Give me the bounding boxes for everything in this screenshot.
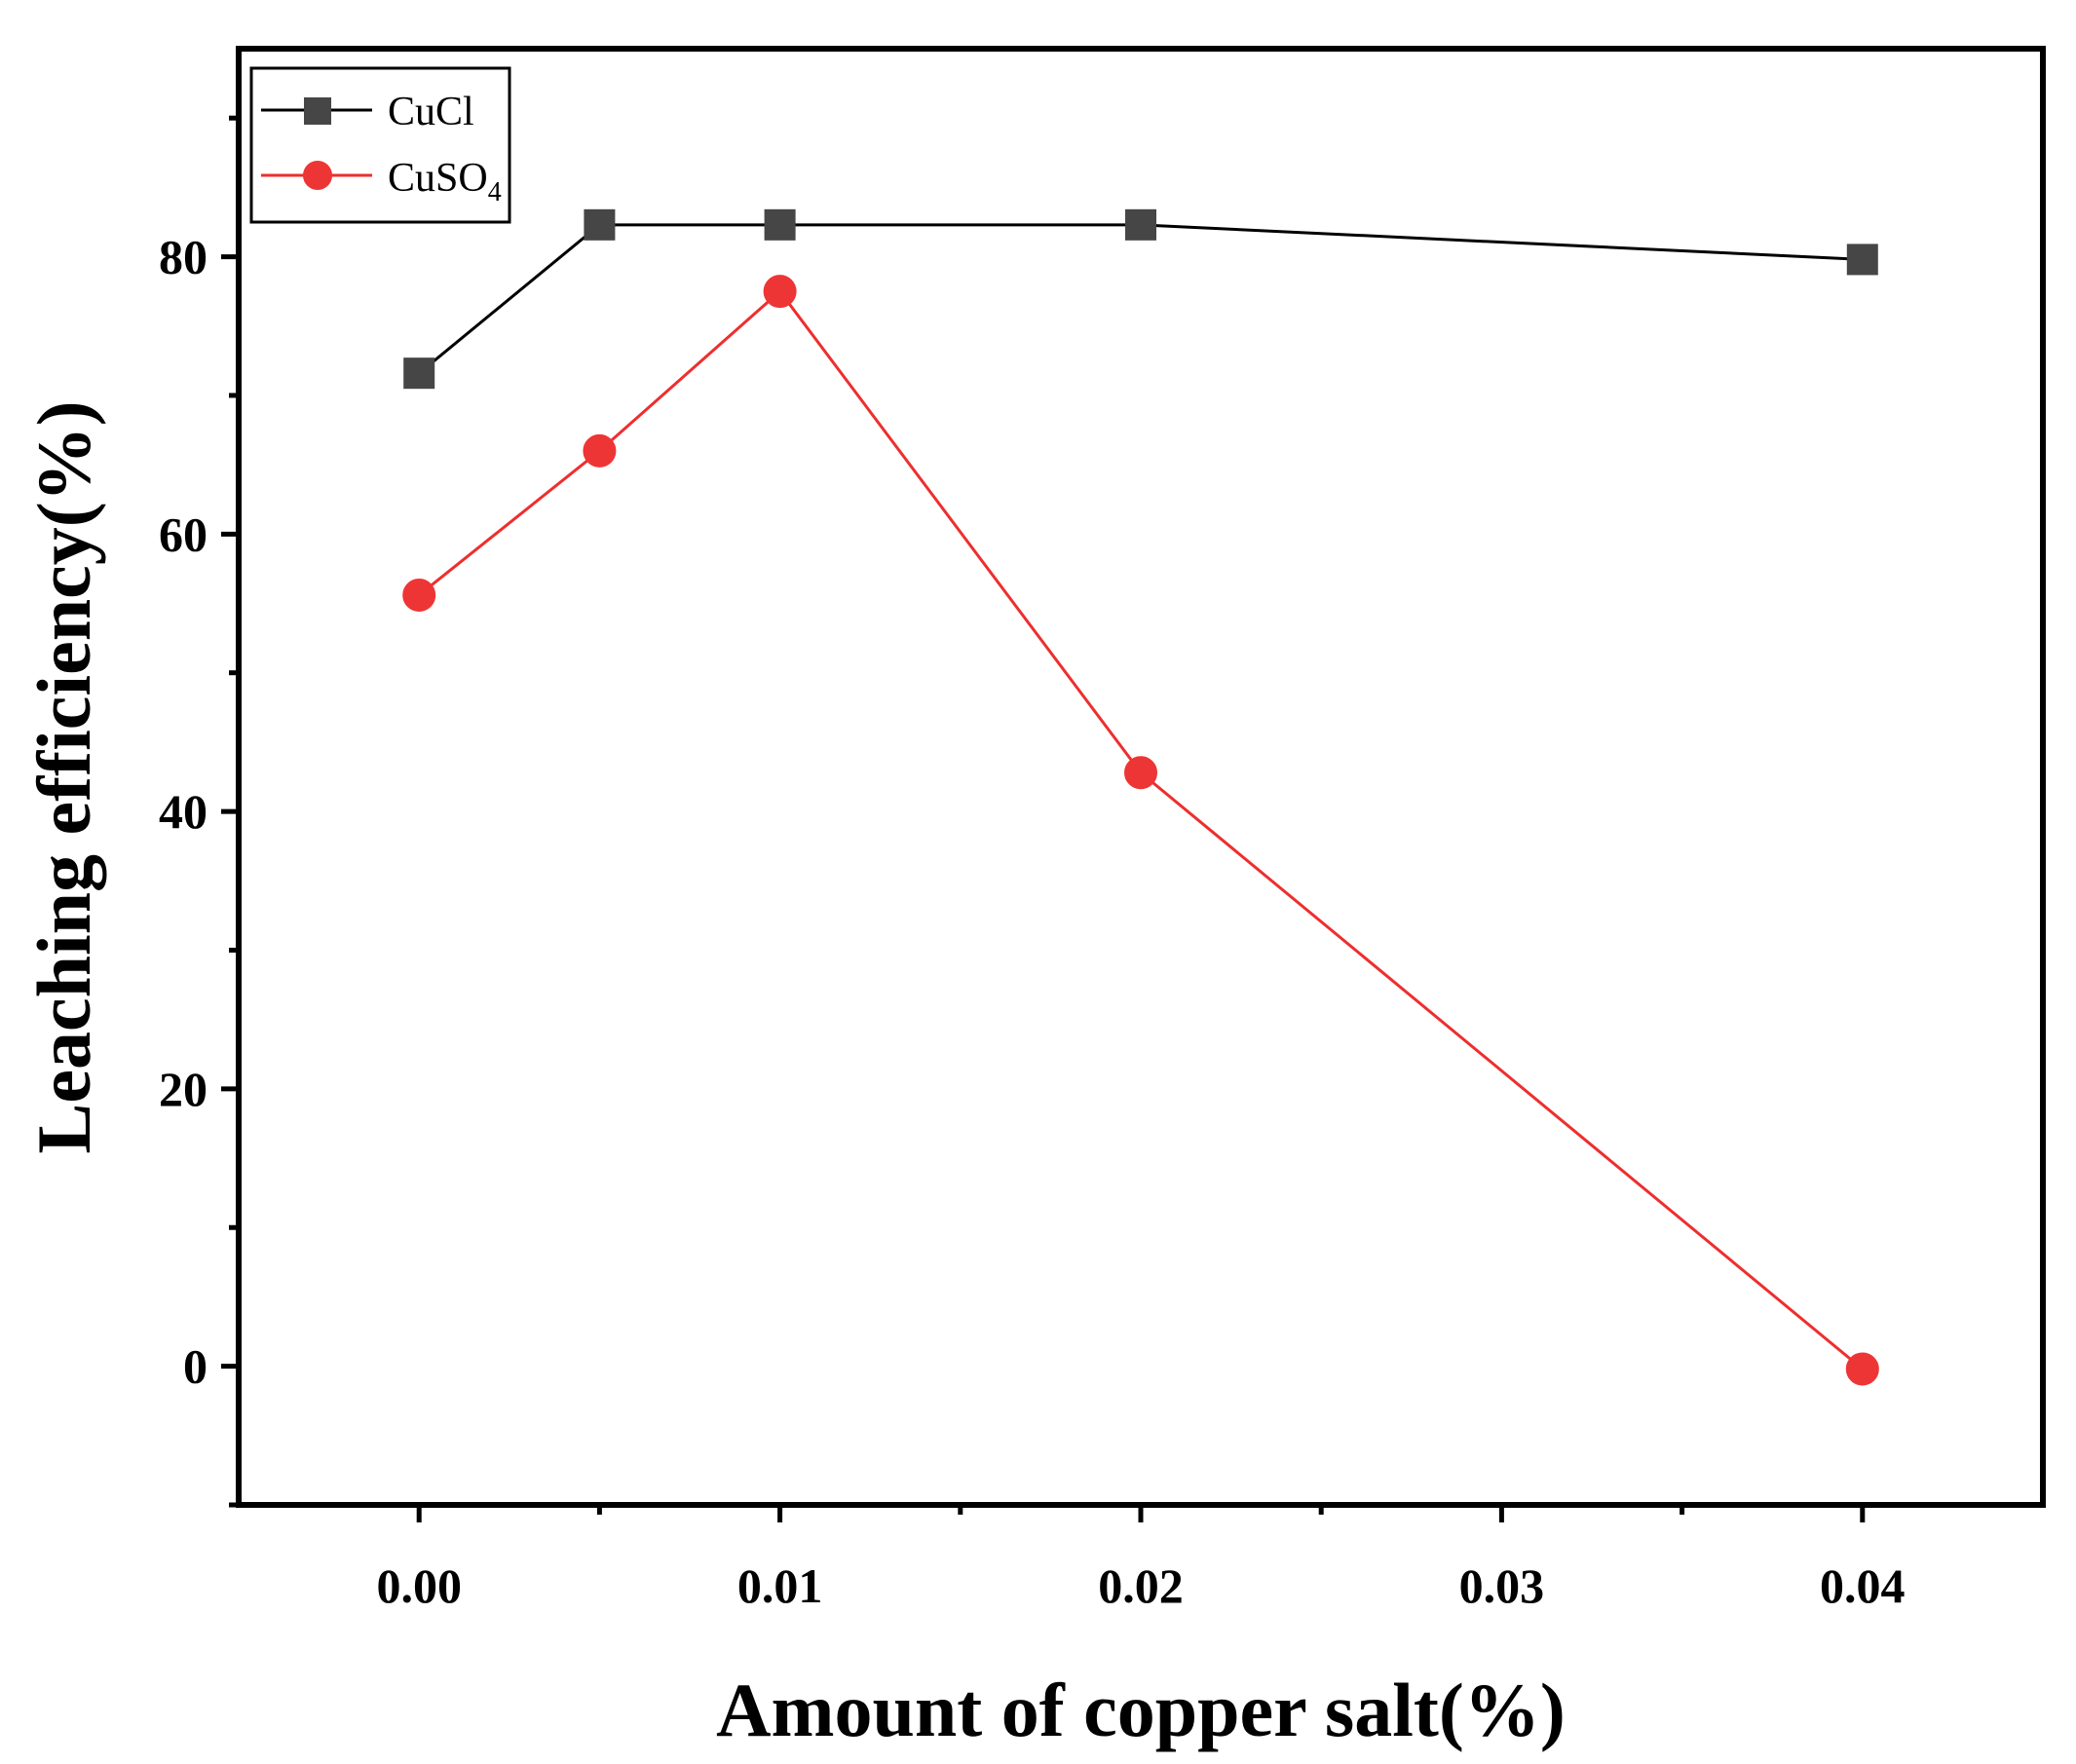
legend: CuCl CuSO4	[249, 66, 511, 224]
y-tick-label: 80	[159, 230, 208, 284]
x-axis-title: Amount of copper salt(%)	[716, 1668, 1566, 1752]
legend-marker-cucl	[304, 97, 331, 125]
y-tick-label: 40	[159, 784, 208, 839]
data-point-cucl	[1125, 208, 1156, 241]
series-layer	[402, 208, 1879, 1386]
legend-label-cuso4-base: CuSO	[388, 156, 488, 201]
data-point-cuso4	[402, 578, 436, 612]
legend-box	[249, 66, 511, 224]
y-tick-label: 60	[159, 507, 208, 561]
y-tick-label: 0	[183, 1339, 208, 1394]
x-tick-label: 0.00	[376, 1558, 462, 1613]
data-point-cucl	[403, 357, 435, 390]
x-tick-label: 0.04	[1820, 1558, 1906, 1613]
data-point-cucl	[764, 208, 796, 241]
x-tick-label: 0.02	[1098, 1558, 1184, 1613]
data-point-cuso4	[583, 433, 617, 468]
legend-label-cucl: CuCl	[388, 90, 474, 134]
data-point-cuso4	[763, 275, 797, 309]
data-point-cuso4	[1124, 756, 1157, 790]
y-tick-label: 20	[159, 1062, 208, 1116]
y-axis-ticks: 0 20 40 60 80	[159, 115, 239, 1508]
y-axis-title: Leaching efficiency(%)	[21, 400, 106, 1153]
data-point-cucl	[584, 208, 616, 241]
x-axis-ticks: 0.00 0.01 0.02 0.03 0.04	[376, 1505, 1906, 1613]
legend-label-cuso4-subscript: 4	[488, 177, 502, 207]
x-tick-label: 0.01	[737, 1558, 823, 1613]
data-point-cuso4	[1845, 1352, 1879, 1386]
x-tick-label: 0.03	[1459, 1558, 1545, 1613]
legend-label-cuso4: CuSO4	[388, 156, 502, 207]
data-point-cucl	[1846, 244, 1878, 276]
legend-marker-cuso4	[303, 161, 332, 190]
